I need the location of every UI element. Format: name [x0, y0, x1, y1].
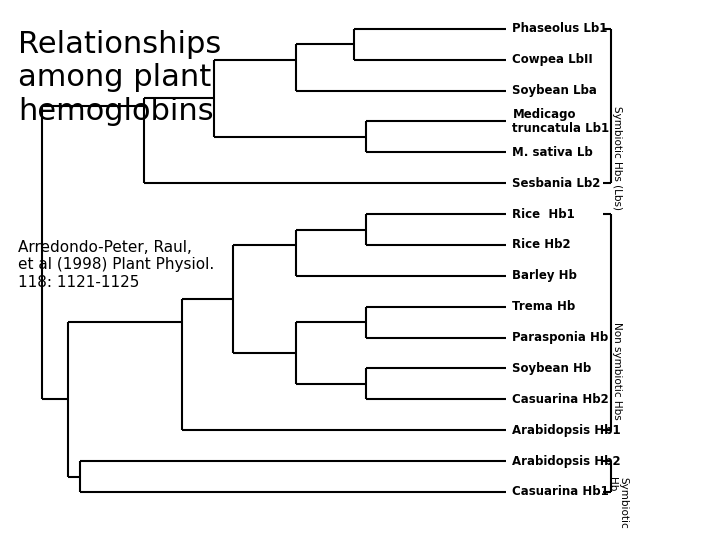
Text: Symbiotic Hbs (Lbs): Symbiotic Hbs (Lbs): [612, 106, 622, 210]
Text: Arabidopsis Hb2: Arabidopsis Hb2: [513, 455, 621, 468]
Text: Casuarina Hb1: Casuarina Hb1: [513, 485, 609, 498]
Text: Cowpea LbII: Cowpea LbII: [513, 53, 593, 66]
Text: Symbiotic
Hb: Symbiotic Hb: [606, 476, 628, 528]
Text: Soybean Lba: Soybean Lba: [513, 84, 598, 97]
Text: M. sativa Lb: M. sativa Lb: [513, 146, 593, 159]
Text: Phaseolus Lb1: Phaseolus Lb1: [513, 22, 608, 35]
Text: Relationships
among plant
hemoglobins: Relationships among plant hemoglobins: [19, 30, 222, 126]
Text: Arabidopsis Hb1: Arabidopsis Hb1: [513, 424, 621, 437]
Text: Soybean Hb: Soybean Hb: [513, 362, 592, 375]
Text: Medicago
truncatula Lb1: Medicago truncatula Lb1: [513, 108, 610, 135]
Text: Parasponia Hb: Parasponia Hb: [513, 331, 608, 344]
Text: Rice  Hb1: Rice Hb1: [513, 207, 575, 221]
Text: Rice Hb2: Rice Hb2: [513, 239, 571, 252]
Text: Non symbiotic Hbs: Non symbiotic Hbs: [612, 322, 622, 420]
Text: Trema Hb: Trema Hb: [513, 300, 576, 313]
Text: Sesbania Lb2: Sesbania Lb2: [513, 177, 601, 190]
Text: Barley Hb: Barley Hb: [513, 269, 577, 282]
Text: Arredondo-Peter, Raul,
et al (1998) Plant Physiol.
118: 1121-1125: Arredondo-Peter, Raul, et al (1998) Plan…: [19, 240, 215, 289]
Text: Casuarina Hb2: Casuarina Hb2: [513, 393, 609, 406]
